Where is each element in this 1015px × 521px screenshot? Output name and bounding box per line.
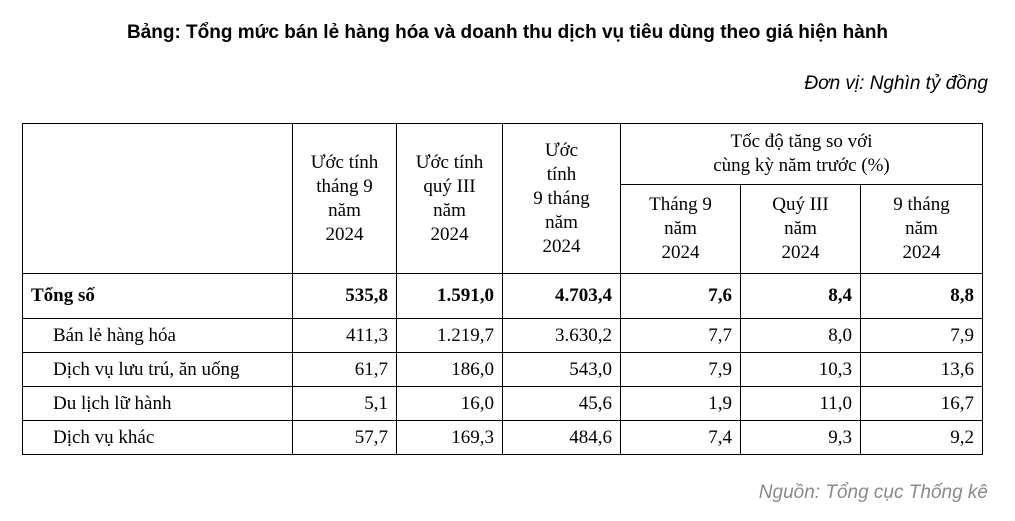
header-estimate-september: Ước tính tháng 9 năm 2024 (292, 123, 397, 274)
cell-value: 11,0 (740, 386, 861, 421)
cell-value: 16,7 (860, 386, 983, 421)
cell-value: 9,3 (740, 420, 861, 455)
table-row: Dịch vụ lưu trú, ăn uống 61,7 186,0 543,… (22, 352, 983, 387)
row-label: Du lịch lữ hành (22, 386, 293, 421)
cell-value: 535,8 (292, 273, 397, 319)
source-note: Nguồn: Tổng cục Thống kê (758, 482, 988, 503)
header-growth-q3: Quý III năm 2024 (740, 184, 861, 274)
header-growth-september: Tháng 9 năm 2024 (620, 184, 741, 274)
cell-value: 8,0 (740, 318, 861, 353)
header-growth-group: Tốc độ tăng so với cùng kỳ năm trước (%) (620, 123, 983, 185)
cell-value: 1.591,0 (396, 273, 503, 319)
header-growth-9months: 9 tháng năm 2024 (860, 184, 983, 274)
row-label: Bán lẻ hàng hóa (22, 318, 293, 353)
row-label: Dịch vụ khác (22, 420, 293, 455)
row-label: Dịch vụ lưu trú, ăn uống (22, 352, 293, 387)
table-title: Bảng: Tổng mức bán lẻ hàng hóa và doanh … (126, 22, 889, 43)
header-estimate-q3: Ước tính quý III năm 2024 (396, 123, 503, 274)
row-label: Tổng số (22, 273, 293, 319)
cell-value: 9,2 (860, 420, 983, 455)
cell-value: 186,0 (396, 352, 503, 387)
cell-value: 61,7 (292, 352, 397, 387)
table-row: Dịch vụ khác 57,7 169,3 484,6 7,4 9,3 9,… (22, 420, 983, 455)
table-row: Bán lẻ hàng hóa 411,3 1.219,7 3.630,2 7,… (22, 318, 983, 353)
cell-value: 1,9 (620, 386, 741, 421)
cell-value: 8,8 (860, 273, 983, 319)
cell-value: 13,6 (860, 352, 983, 387)
cell-value: 169,3 (396, 420, 503, 455)
cell-value: 45,6 (502, 386, 621, 421)
cell-value: 5,1 (292, 386, 397, 421)
cell-value: 484,6 (502, 420, 621, 455)
cell-value: 4.703,4 (502, 273, 621, 319)
cell-value: 3.630,2 (502, 318, 621, 353)
cell-value: 7,9 (620, 352, 741, 387)
unit-note: Đơn vị: Nghìn tỷ đồng (804, 73, 988, 94)
table-row: Du lịch lữ hành 5,1 16,0 45,6 1,9 11,0 1… (22, 386, 983, 421)
cell-value: 57,7 (292, 420, 397, 455)
cell-value: 7,9 (860, 318, 983, 353)
cell-value: 411,3 (292, 318, 397, 353)
cell-value: 8,4 (740, 273, 861, 319)
cell-value: 1.219,7 (396, 318, 503, 353)
table-row-total: Tổng số 535,8 1.591,0 4.703,4 7,6 8,4 8,… (22, 273, 983, 319)
cell-value: 7,7 (620, 318, 741, 353)
cell-value: 7,6 (620, 273, 741, 319)
cell-value: 543,0 (502, 352, 621, 387)
header-estimate-9months: Ước tính 9 tháng năm 2024 (502, 123, 621, 274)
cell-value: 16,0 (396, 386, 503, 421)
corner-header (22, 123, 293, 274)
cell-value: 10,3 (740, 352, 861, 387)
retail-revenue-table: Ước tính tháng 9 năm 2024 Ước tính quý I… (22, 123, 983, 455)
cell-value: 7,4 (620, 420, 741, 455)
